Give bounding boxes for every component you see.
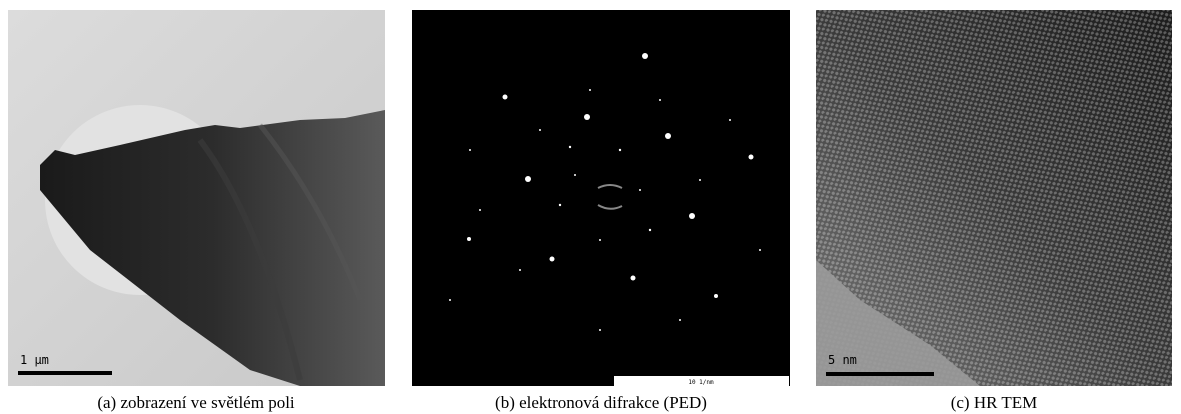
- spot: [559, 204, 561, 206]
- scale-label: 5 nm: [828, 353, 857, 367]
- spot: [759, 249, 761, 251]
- spot: [665, 133, 671, 139]
- spot: [714, 294, 718, 298]
- spot: [631, 276, 636, 281]
- spot: [649, 229, 651, 231]
- panel-a: 1 µm: [8, 10, 385, 386]
- spot: [659, 99, 661, 101]
- spot: [584, 114, 590, 120]
- spot: [589, 89, 591, 91]
- spot: [479, 209, 481, 211]
- spot: [550, 257, 555, 262]
- spot: [574, 174, 576, 176]
- caption: (c) HR TEM: [951, 393, 1038, 412]
- spot: [569, 146, 571, 148]
- image-bg: [412, 10, 790, 386]
- spot: [469, 149, 471, 151]
- spot: [449, 299, 451, 301]
- spot: [519, 269, 521, 271]
- scale-label: 10 1/nm: [688, 379, 714, 386]
- scale-label: 1 µm: [20, 353, 49, 367]
- spot: [467, 237, 471, 241]
- figure: 1 µm 10 1/nm 5 nm (a) zobrazení ve světl…: [0, 0, 1181, 414]
- caption: (a) zobrazení ve světlém poli: [97, 393, 295, 412]
- spot: [639, 189, 641, 191]
- spot: [749, 155, 754, 160]
- spot: [539, 129, 541, 131]
- spot: [642, 53, 648, 59]
- spot: [599, 329, 601, 331]
- spot: [729, 119, 731, 121]
- spot: [689, 213, 695, 219]
- spot: [619, 149, 621, 151]
- panel-b: 10 1/nm: [412, 10, 790, 386]
- spot: [679, 319, 681, 321]
- caption: (b) elektronová difrakce (PED): [495, 393, 707, 412]
- spot: [525, 176, 531, 182]
- spot: [503, 95, 508, 100]
- scale-bar: [18, 371, 112, 375]
- scale-bar: [826, 372, 934, 376]
- spot: [599, 239, 601, 241]
- spot: [699, 179, 701, 181]
- panel-c: 5 nm: [816, 10, 1172, 386]
